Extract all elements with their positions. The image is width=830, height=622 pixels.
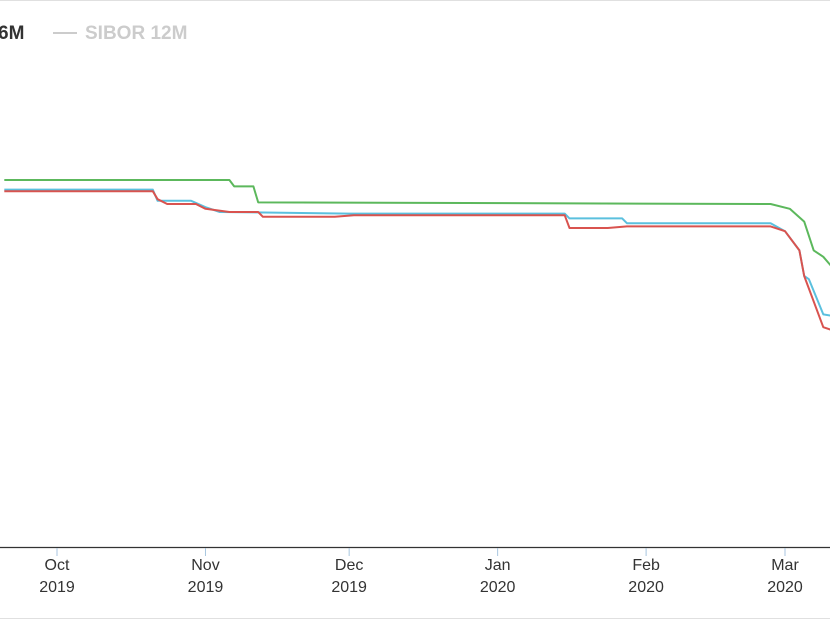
x-tick-label-month: Mar xyxy=(771,557,799,574)
x-tick-label: Mar 2020 xyxy=(767,557,803,596)
series-layer xyxy=(4,179,830,331)
x-tick-label-year: 2020 xyxy=(628,579,664,596)
x-tick-label-month: Dec xyxy=(335,557,363,574)
legend-label-sibor-12m[interactable]: SIBOR 12M xyxy=(85,23,187,44)
legend-label-sibor-6m[interactable]: 6M xyxy=(0,23,24,44)
series-line-3 xyxy=(4,190,830,331)
x-tick-label-month: Jan xyxy=(485,557,511,574)
x-tick-label-month: Oct xyxy=(45,557,70,574)
x-tick-label-month: Feb xyxy=(632,557,660,574)
series-line-1 xyxy=(4,179,830,267)
x-tick-label-year: 2019 xyxy=(39,579,75,596)
x-tick-label-year: 2019 xyxy=(331,579,367,596)
series-line-2 xyxy=(4,188,830,317)
x-tick-label: Feb 2020 xyxy=(628,557,664,596)
legend: 6M SIBOR 12M xyxy=(0,23,187,44)
x-tick-label: Jan 2020 xyxy=(480,557,516,596)
x-axis-ticks: Oct 2019 Nov 2019 Dec 2019 Jan 2020 Feb 2020 Mar 20… xyxy=(39,548,803,596)
x-tick-label: Dec 2019 xyxy=(331,557,367,596)
x-tick-label: Oct 2019 xyxy=(39,557,75,596)
x-tick-label-year: 2019 xyxy=(188,579,224,596)
x-tick-label-year: 2020 xyxy=(480,579,516,596)
x-tick-label-month: Nov xyxy=(191,557,219,574)
x-tick-label-year: 2020 xyxy=(767,579,803,596)
x-tick-label: Nov 2019 xyxy=(188,557,224,596)
